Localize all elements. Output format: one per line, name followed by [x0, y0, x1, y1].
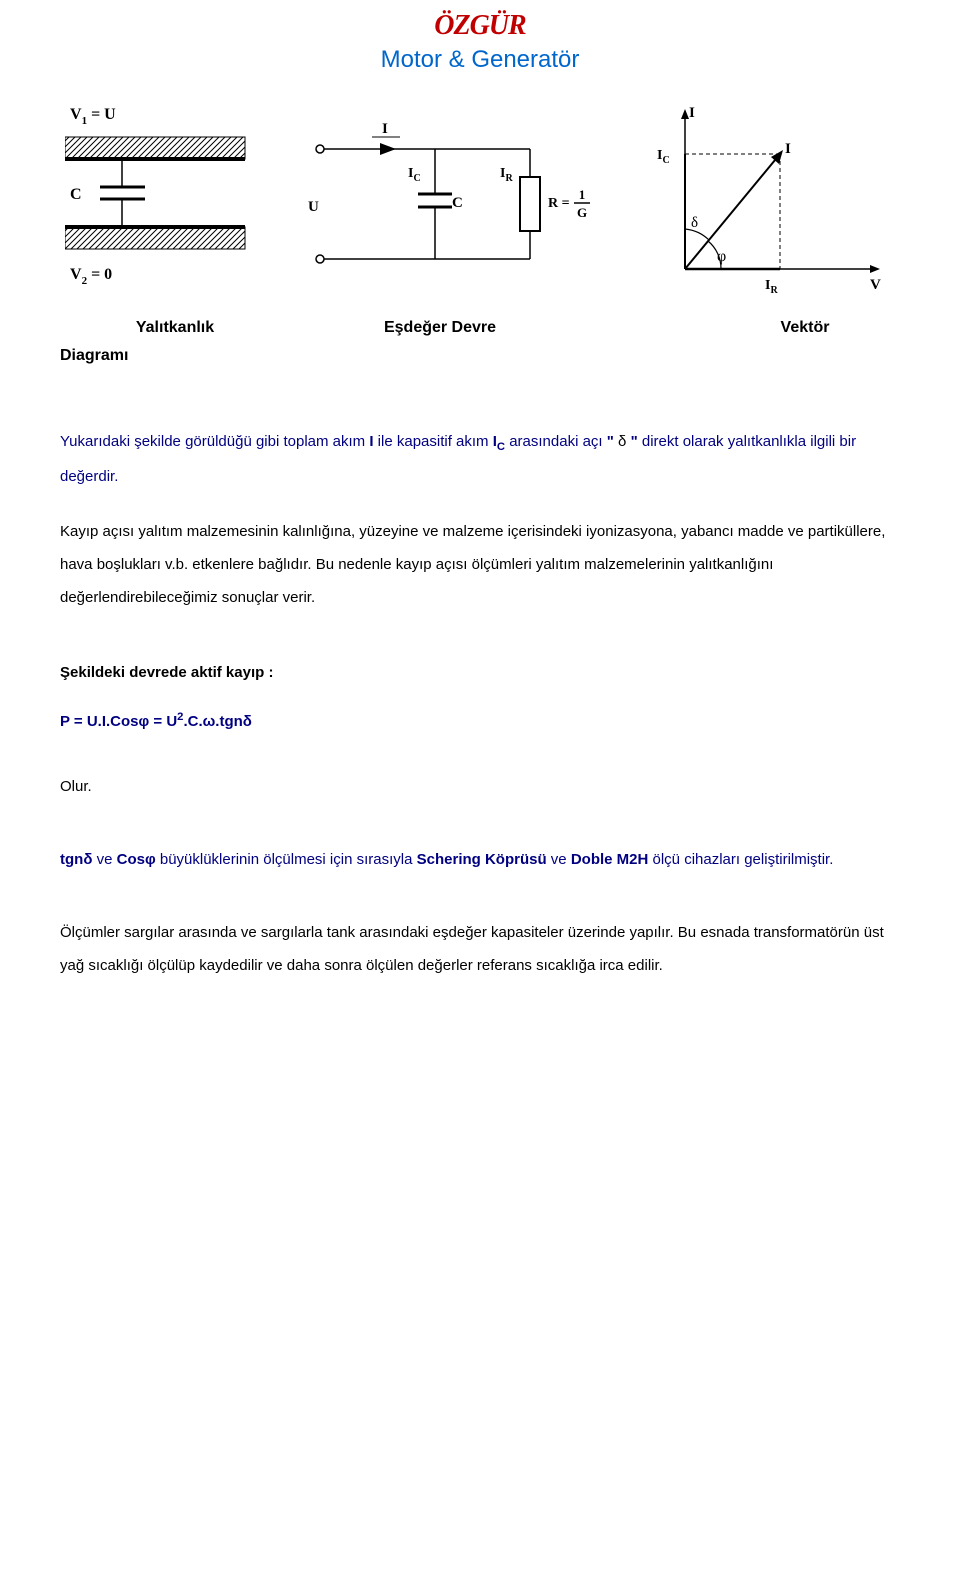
c-circuit-label: C: [452, 195, 463, 211]
p3-mid2: büyüklüklerinin ölçülmesi için sırasıyla: [156, 851, 417, 868]
diag-label-right: Vektör: [590, 319, 900, 337]
p3-mid3: ve: [547, 851, 571, 868]
p1-mid: ile kapasitif akım: [374, 433, 493, 450]
p1-post: arasındaki açı: [505, 433, 607, 450]
phi-label: φ: [717, 248, 726, 265]
p3-cos: Cosφ: [117, 851, 156, 868]
formula: P = U.I.Cosφ = U2.C.ω.tgnδ: [60, 711, 900, 730]
p3-tgn: tgnδ: [60, 851, 92, 868]
diagrams-row: V1 = U C V2 = 0: [60, 99, 900, 299]
body-text: Yukarıdaki şekilde görüldüğü gibi toplam…: [60, 425, 900, 982]
i-right-label: I: [785, 141, 791, 157]
ir-label: IR: [500, 166, 513, 184]
i-axis-label: I: [689, 105, 695, 121]
circuit-diagram: U I IC C IR R =: [295, 99, 605, 299]
paragraph-3: tgnδ ve Cosφ büyüklüklerinin ölçülmesi i…: [60, 843, 900, 876]
p1-delta: δ: [614, 433, 631, 450]
v-axis-label: V: [870, 277, 881, 293]
c-label: C: [70, 186, 82, 203]
formula-main: P = U.I.Cosφ = U: [60, 713, 177, 730]
req-label: R =: [548, 196, 570, 211]
delta-label: δ: [691, 215, 698, 231]
diag-label-left: Yalıtkanlık: [60, 319, 290, 337]
p3-mid1: ve: [92, 851, 116, 868]
p1-q1: ": [607, 433, 614, 450]
p3-schering: Schering Köprüsü: [417, 851, 547, 868]
u-label: U: [308, 199, 319, 215]
formula-post: .C.ω.tgnδ: [183, 713, 251, 730]
frac-top: 1: [579, 187, 586, 202]
vector-diagram: I V IC IR I δ: [640, 99, 900, 299]
ic-vec-label: IC: [657, 148, 670, 166]
page-subtitle: Motor & Generatör: [60, 46, 900, 74]
logo-text: ÖZGÜR: [434, 10, 525, 41]
v1-label: V1 = U: [70, 106, 116, 127]
paragraph-1: Yukarıdaki şekilde görüldüğü gibi toplam…: [60, 425, 900, 493]
p3-end: ölçü cihazları geliştirilmiştir.: [648, 851, 833, 868]
insulation-diagram: V1 = U C V2 = 0: [60, 99, 260, 299]
p1-ic: IC: [493, 433, 505, 450]
p1-q2: ": [631, 433, 638, 450]
p3-doble: Doble M2H: [571, 851, 649, 868]
ir-vec-label: IR: [765, 278, 778, 296]
olur-text: Olur.: [60, 770, 900, 803]
page: ÖZGÜR Motor & Generatör V1 = U: [0, 0, 960, 1044]
logo-block: ÖZGÜR: [60, 10, 900, 42]
vector-svg: I V IC IR I δ: [645, 99, 895, 299]
p1-pre: Yukarıdaki şekilde görüldüğü gibi toplam…: [60, 433, 369, 450]
frac-bot: G: [577, 205, 587, 220]
paragraph-4: Ölçümler sargılar arasında ve sargılarla…: [60, 916, 900, 982]
paragraph-2: Kayıp açısı yalıtım malzemesinin kalınlı…: [60, 515, 900, 614]
circuit-svg: U I IC C IR R =: [300, 99, 600, 299]
diag-label-center: Eşdeğer Devre: [290, 319, 590, 337]
insulation-svg: V1 = U C V2 = 0: [65, 99, 255, 299]
active-loss-label: Şekildeki devrede aktif kayıp :: [60, 664, 900, 681]
v2-label: V2 = 0: [70, 266, 112, 287]
diagram-word: Diagramı: [60, 347, 900, 365]
i-label: I: [382, 121, 388, 137]
ic-label: IC: [408, 166, 421, 184]
diagram-labels-row: Yalıtkanlık Eşdeğer Devre Vektör: [60, 319, 900, 337]
